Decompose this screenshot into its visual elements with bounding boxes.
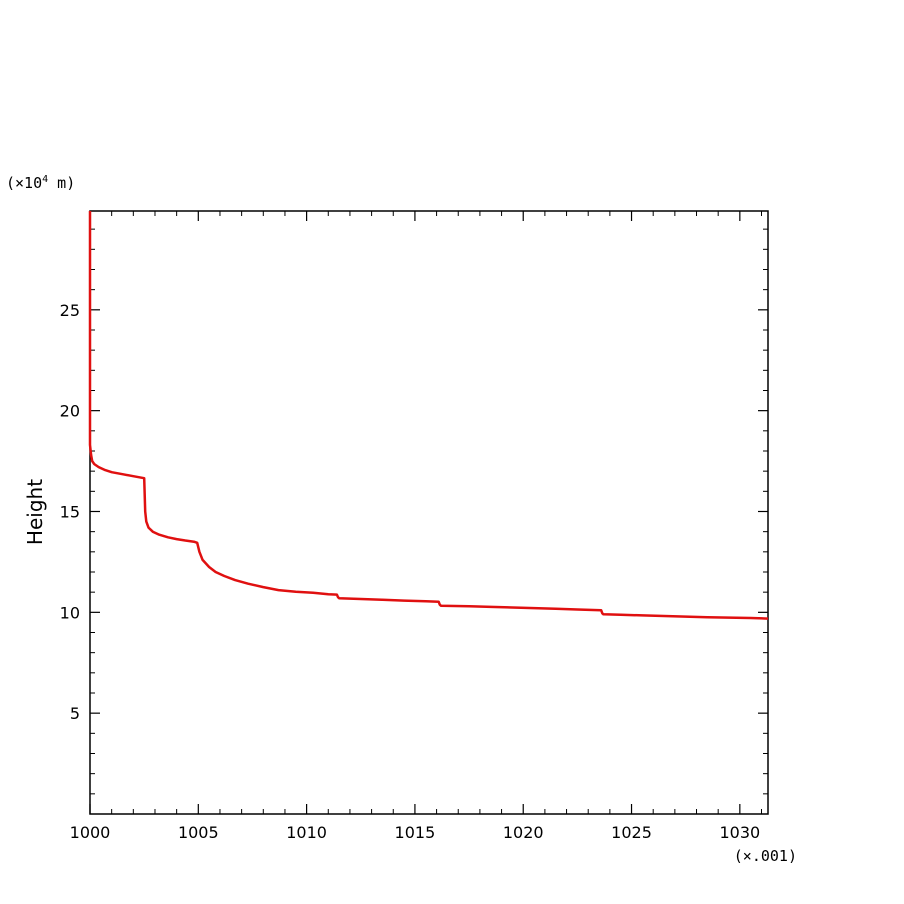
x-tick-label: 1010 xyxy=(286,823,327,842)
y-axis-unit-label: (×104 m) xyxy=(6,174,75,192)
y-tick-label: 5 xyxy=(70,704,80,723)
minor-ticks xyxy=(90,211,768,814)
x-tick-label: 1025 xyxy=(611,823,652,842)
y-tick-label: 20 xyxy=(60,402,80,421)
x-tick-label: 1030 xyxy=(719,823,760,842)
series-layer xyxy=(88,211,769,620)
x-axis-unit-label: (×.001) xyxy=(734,847,797,865)
plot-frame xyxy=(89,210,769,815)
x-tick-label: 1000 xyxy=(70,823,111,842)
x-tick-label: 1020 xyxy=(503,823,544,842)
series-line xyxy=(88,211,769,620)
x-tick-label: 1005 xyxy=(178,823,219,842)
y-axis-label: Height xyxy=(23,479,47,545)
y-tick-label: 10 xyxy=(60,603,80,622)
x-tick-label: 1015 xyxy=(395,823,436,842)
x-tick-labels: 1000 1005 1010 1015 1020 1025 1030 xyxy=(70,823,761,842)
y-tick-labels: 5 10 15 20 25 xyxy=(60,301,80,723)
y-tick-label: 15 xyxy=(60,502,80,521)
major-ticks xyxy=(89,211,768,814)
y-unit-suffix: m) xyxy=(48,174,75,192)
y-tick-label: 25 xyxy=(60,301,80,320)
y-unit-prefix: (×10 xyxy=(6,174,42,192)
y-unit-exponent: 4 xyxy=(42,174,48,185)
